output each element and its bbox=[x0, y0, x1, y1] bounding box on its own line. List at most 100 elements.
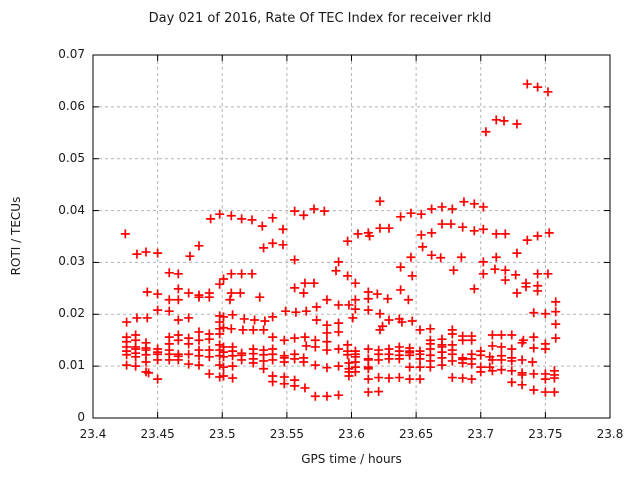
data-point bbox=[436, 253, 446, 263]
data-point bbox=[551, 333, 561, 343]
data-point bbox=[290, 255, 300, 265]
data-point bbox=[299, 210, 309, 220]
data-point bbox=[131, 361, 141, 371]
data-point bbox=[290, 283, 300, 293]
data-point bbox=[521, 282, 531, 292]
data-point bbox=[533, 231, 543, 241]
data-point bbox=[365, 231, 375, 241]
data-point bbox=[384, 223, 394, 233]
data-point bbox=[334, 361, 344, 371]
data-point bbox=[322, 328, 332, 338]
data-point bbox=[415, 374, 425, 384]
data-point bbox=[384, 373, 394, 383]
data-point bbox=[405, 374, 415, 384]
data-point bbox=[350, 367, 360, 377]
data-point bbox=[131, 352, 141, 362]
data-point bbox=[184, 288, 194, 298]
data-point bbox=[549, 373, 559, 383]
data-point bbox=[533, 82, 543, 92]
data-point bbox=[164, 268, 174, 278]
data-point bbox=[343, 350, 353, 360]
data-point bbox=[543, 269, 553, 279]
data-point bbox=[405, 350, 415, 360]
data-point bbox=[512, 288, 522, 298]
data-point bbox=[301, 306, 311, 316]
data-point bbox=[247, 269, 257, 279]
data-point bbox=[268, 312, 278, 322]
data-point bbox=[350, 295, 360, 305]
data-point bbox=[279, 379, 289, 389]
x-tick-label: 23.55 bbox=[269, 427, 305, 441]
data-point bbox=[259, 325, 269, 335]
data-point bbox=[418, 242, 428, 252]
data-point bbox=[415, 325, 425, 335]
data-point bbox=[405, 362, 415, 372]
x-tick-label: 23.8 bbox=[596, 427, 624, 441]
data-point bbox=[164, 295, 174, 305]
data-point bbox=[268, 377, 278, 387]
y-tick-label: 0.07 bbox=[58, 47, 85, 61]
data-point bbox=[228, 310, 238, 320]
x-tick-label: 23.5 bbox=[208, 427, 236, 441]
data-point bbox=[194, 241, 204, 251]
data-point bbox=[478, 224, 488, 234]
data-point bbox=[226, 288, 236, 298]
data-point bbox=[397, 317, 407, 327]
data-point bbox=[446, 219, 456, 229]
data-point bbox=[499, 116, 509, 126]
data-point bbox=[144, 368, 154, 378]
data-point bbox=[406, 208, 416, 218]
data-point bbox=[334, 257, 344, 267]
data-point bbox=[248, 325, 258, 335]
data-point bbox=[406, 252, 416, 262]
data-point bbox=[456, 252, 466, 262]
data-point bbox=[496, 342, 506, 352]
data-point bbox=[415, 354, 425, 364]
x-tick-label: 23.4 bbox=[79, 427, 107, 441]
data-point bbox=[334, 318, 344, 328]
data-point bbox=[309, 278, 319, 288]
data-point bbox=[512, 119, 522, 129]
data-point bbox=[237, 214, 247, 224]
data-point bbox=[487, 355, 497, 365]
data-point bbox=[481, 127, 491, 137]
data-point bbox=[120, 229, 130, 239]
data-point bbox=[312, 302, 322, 312]
data-point bbox=[522, 235, 532, 245]
data-point bbox=[184, 359, 194, 369]
x-axis-label: GPS time / hours bbox=[301, 452, 402, 466]
data-point bbox=[309, 204, 319, 214]
data-point bbox=[268, 213, 278, 223]
data-point bbox=[529, 385, 539, 395]
data-point bbox=[173, 269, 183, 279]
data-point bbox=[238, 325, 248, 335]
data-point bbox=[544, 228, 554, 238]
data-point bbox=[228, 351, 238, 361]
data-point bbox=[491, 115, 501, 125]
data-point bbox=[507, 356, 517, 366]
data-point bbox=[496, 330, 506, 340]
data-point bbox=[500, 229, 510, 239]
data-point bbox=[219, 312, 229, 322]
data-point bbox=[141, 357, 151, 367]
data-point bbox=[527, 357, 537, 367]
data-point bbox=[219, 362, 229, 372]
data-point bbox=[122, 360, 132, 370]
data-point bbox=[228, 361, 238, 371]
data-point bbox=[363, 374, 373, 384]
data-point bbox=[384, 315, 394, 325]
data-point bbox=[219, 323, 229, 333]
data-point bbox=[500, 265, 510, 275]
data-point bbox=[469, 226, 479, 236]
data-point bbox=[215, 329, 225, 339]
data-point bbox=[122, 317, 132, 327]
data-point bbox=[334, 390, 344, 400]
data-point bbox=[122, 350, 132, 360]
data-point bbox=[164, 306, 174, 316]
data-point bbox=[437, 360, 447, 370]
data-point bbox=[301, 341, 311, 351]
data-point bbox=[394, 373, 404, 383]
data-point bbox=[300, 383, 310, 393]
data-point bbox=[334, 344, 344, 354]
data-point bbox=[322, 337, 332, 347]
